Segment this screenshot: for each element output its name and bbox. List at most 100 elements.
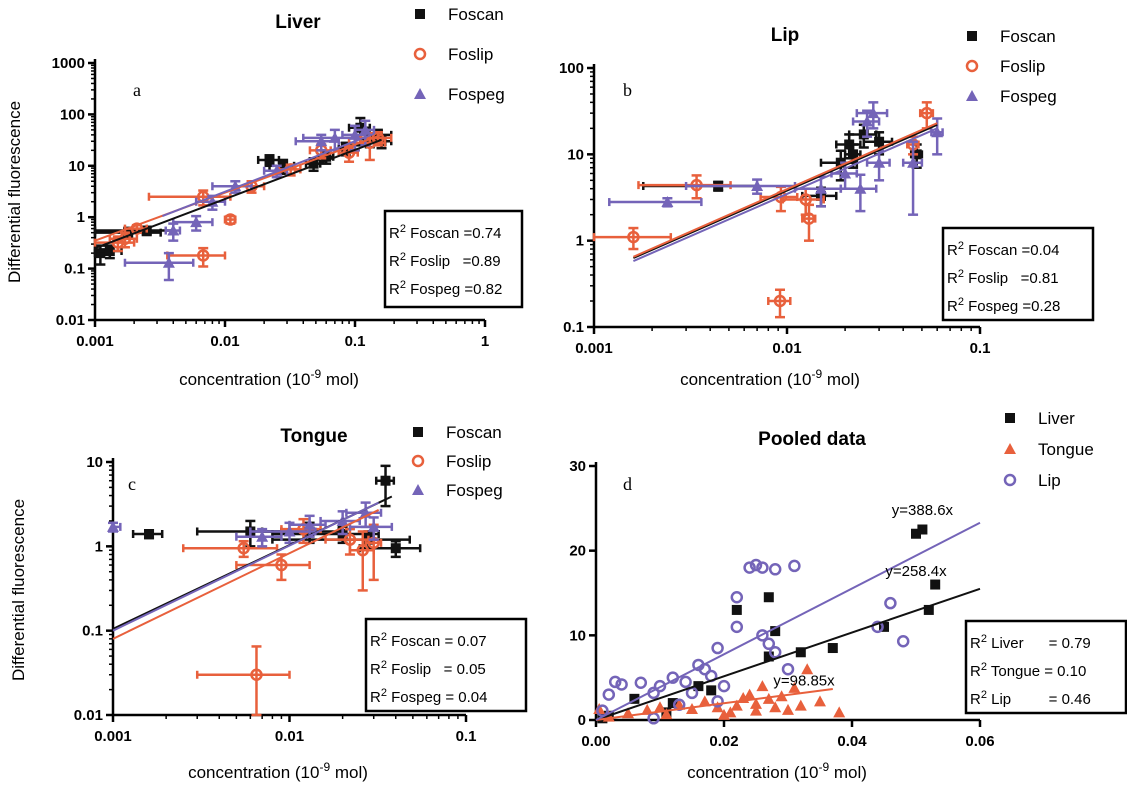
x-axis-label-main: concentration (10 xyxy=(179,370,310,389)
data-point xyxy=(673,698,686,710)
data-point xyxy=(711,641,724,655)
data-point xyxy=(854,182,867,194)
panel-c: Tongue c 0.001 0.01 0.1 0.01 0.1 1 10 concentrati… xyxy=(9,423,528,782)
data-point xyxy=(769,701,782,713)
data-point xyxy=(627,230,640,244)
x-axis-label-main: concentration (10 xyxy=(188,763,319,782)
r-squared-text: Foscan =0.74 xyxy=(406,225,501,242)
y-tick-label: 0.1 xyxy=(82,623,103,640)
data-point xyxy=(349,128,361,140)
data-point xyxy=(250,668,263,682)
x-axis-label-exp: -9 xyxy=(818,760,829,774)
data-point xyxy=(275,558,288,572)
data-point xyxy=(743,688,756,700)
legend-marker xyxy=(1004,443,1016,454)
panel-d: Pooled data d 0.00 0.02 0.04 0.06 0 10 20 30 conce… xyxy=(569,409,1127,782)
legend-marker xyxy=(1003,473,1017,487)
x-tick-label: 0.00 xyxy=(581,733,610,750)
panel-label: b xyxy=(623,80,632,100)
r-squared-exp: 2 xyxy=(381,659,387,671)
legend-marker xyxy=(965,59,979,73)
r-squared-text: Tongue = 0.10 xyxy=(987,663,1086,680)
fit-line-liver xyxy=(595,587,981,721)
legend-marker xyxy=(414,88,426,99)
data-point xyxy=(814,182,827,194)
data-point xyxy=(871,620,884,634)
legend-entry: Lip xyxy=(1038,471,1061,490)
data-point xyxy=(907,156,920,168)
data-point xyxy=(730,699,743,711)
y-tick-label: 20 xyxy=(569,543,586,560)
legend-entry: Fospeg xyxy=(1000,87,1057,106)
x-tick-label: 0.1 xyxy=(345,333,366,350)
fit-equation-label: y=388.6x xyxy=(892,502,954,519)
data-point xyxy=(750,697,762,709)
legend-entry: Liver xyxy=(1038,409,1075,428)
r-squared-prefix: R xyxy=(389,253,400,270)
data-point xyxy=(343,533,357,546)
r-squared-exp: 2 xyxy=(400,279,406,291)
data-point xyxy=(867,107,880,119)
y-tick-label: 0.1 xyxy=(563,319,584,336)
data-point xyxy=(380,475,391,486)
data-point xyxy=(679,675,692,689)
y-tick-label: 1 xyxy=(77,209,85,226)
data-point xyxy=(359,123,372,135)
r-squared-value: R2 Foscan =0.04 xyxy=(947,240,1059,259)
r-squared-value: R2 Liver = 0.79 xyxy=(970,633,1091,652)
data-point xyxy=(167,224,180,236)
panel-label: c xyxy=(128,474,136,494)
r-squared-exp: 2 xyxy=(981,661,987,673)
fit-equation-label: y=98.85x xyxy=(773,672,835,689)
x-axis-label-unit: mol) xyxy=(822,370,860,389)
data-point xyxy=(224,213,237,226)
y-tick-label: 10 xyxy=(569,627,586,644)
legend-marker xyxy=(411,454,425,468)
panel-title: Pooled data xyxy=(758,429,866,450)
x-tick-label: 0.01 xyxy=(772,340,801,357)
x-tick-label: 0.01 xyxy=(275,728,304,745)
data-point xyxy=(874,136,885,147)
r-squared-text: Foscan =0.04 xyxy=(964,242,1059,259)
x-tick-label: 1 xyxy=(481,333,489,350)
legend: Liver Tongue Lip xyxy=(1003,409,1094,490)
data-point xyxy=(931,126,944,138)
r-squared-text: Foslip =0.89 xyxy=(406,253,501,270)
data-point xyxy=(95,248,106,259)
data-point xyxy=(390,543,401,554)
data-point xyxy=(827,643,838,654)
data-point xyxy=(144,529,155,540)
r-squared-text: Lip = 0.46 xyxy=(987,691,1091,708)
data-point xyxy=(162,256,175,268)
data-point xyxy=(283,525,296,537)
data-point xyxy=(356,543,369,557)
data-point xyxy=(647,712,660,725)
data-point xyxy=(858,129,869,140)
r-squared-prefix: R xyxy=(389,281,400,298)
r-squared-exp: 2 xyxy=(958,296,964,308)
data-point xyxy=(653,679,667,693)
legend-entry: Fospeg xyxy=(446,481,503,500)
fit-line-fospeg xyxy=(112,501,380,632)
data-point xyxy=(693,681,704,692)
x-axis-label-unit: mol) xyxy=(330,763,368,782)
data-point xyxy=(661,196,674,208)
data-point xyxy=(911,528,921,539)
panel-b: Lip b 0.001 0.01 0.1 0.1 1 10 100 concentration (… xyxy=(559,25,1095,389)
legend-entry: Foslip xyxy=(1000,57,1045,76)
x-axis-label-main: concentration (10 xyxy=(687,763,818,782)
data-point xyxy=(768,646,782,659)
x-axis-label-exp: -9 xyxy=(310,367,321,381)
data-point xyxy=(315,135,328,147)
data-point xyxy=(196,249,210,262)
y-tick-label: 10 xyxy=(68,158,85,175)
legend-marker xyxy=(966,90,978,101)
data-point xyxy=(756,561,769,574)
x-tick-label: 0.001 xyxy=(76,333,114,350)
data-point xyxy=(923,604,934,615)
data-point xyxy=(743,561,756,574)
data-point xyxy=(654,701,666,713)
y-axis-label: Differential fluorescence xyxy=(5,101,24,283)
data-point xyxy=(782,703,794,715)
